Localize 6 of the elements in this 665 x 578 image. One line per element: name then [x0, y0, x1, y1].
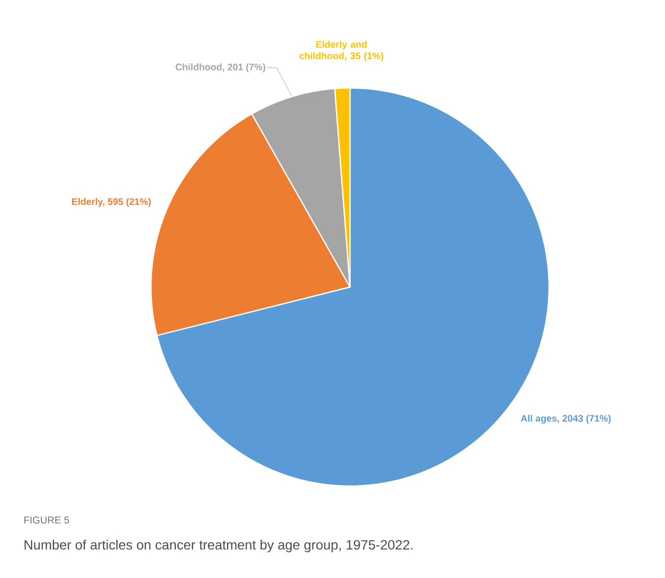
slice-label: All ages, 2043 (71%) — [520, 414, 611, 424]
caption: FIGURE 5 — [24, 516, 70, 524]
slice-label: Elderly, 595 (21%) — [72, 198, 151, 207]
slice-label: Elderly and childhood, 35 (1%) — [299, 40, 384, 62]
text: Number of articles on cancer treatment by age group, 1975-2022. — [24, 540, 412, 552]
slice-label: Childhood, 201 (7%) — [176, 63, 266, 72]
